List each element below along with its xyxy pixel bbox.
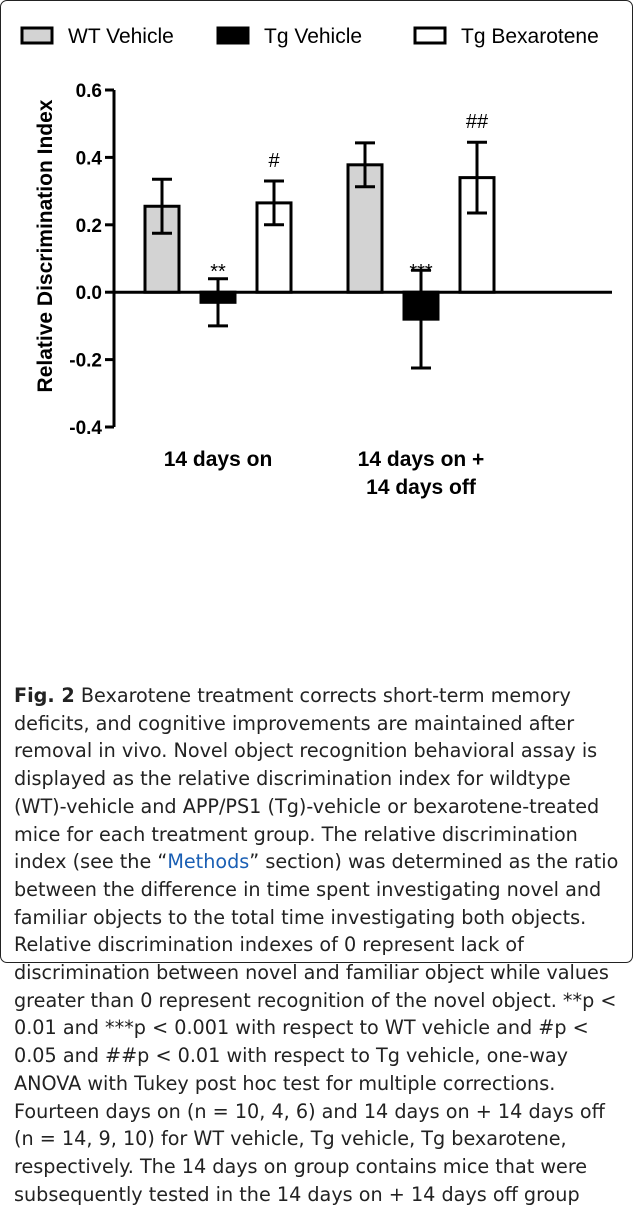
- significance-label: ***: [409, 261, 433, 283]
- figure-label: Fig. 2: [14, 684, 75, 707]
- significance-label: **: [210, 261, 226, 283]
- significance-label: #: [268, 150, 280, 172]
- legend-swatch: [216, 26, 250, 45]
- y-tick-label: 0.2: [76, 216, 102, 237]
- x-axis-labels: 14 days on 14 days on + 14 days off: [164, 448, 485, 499]
- bar-series: ** ***###: [143, 111, 496, 370]
- x-group-label: 14 days off: [366, 476, 477, 499]
- legend-swatch: [413, 26, 447, 45]
- y-tick-label: -0.2: [69, 351, 102, 372]
- y-axis-title: Relative Discrimination Index: [34, 99, 57, 392]
- figure-caption: Fig. 2 Bexarotene treatment corrects sho…: [14, 682, 620, 1208]
- y-tick-label: 0.4: [76, 148, 103, 169]
- legend-label: WT Vehicle: [68, 25, 174, 48]
- caption-text-2: ” section) was determined as the ratio b…: [14, 850, 619, 1206]
- chart-legend: WT Vehicle Tg Vehicle Tg Bexarotene: [20, 25, 599, 48]
- y-tick-label: 0.6: [76, 81, 102, 102]
- figure-frame: [0, 0, 633, 963]
- legend-swatch: [20, 26, 54, 45]
- x-group-label: 14 days on: [164, 448, 273, 471]
- y-tick-label: 0.0: [76, 283, 102, 304]
- caption-text-1: Bexarotene treatment corrects short-term…: [14, 684, 600, 874]
- bar-chart: WT Vehicle Tg Vehicle Tg Bexarotene -0.4 -0…: [20, 25, 612, 499]
- y-tick-label: -0.4: [69, 418, 102, 439]
- methods-link[interactable]: Methods: [167, 850, 250, 874]
- significance-label: ##: [466, 111, 489, 133]
- legend-label: Tg Bexarotene: [461, 25, 599, 48]
- x-group-label: 14 days on +: [358, 448, 485, 471]
- bar: [255, 201, 293, 294]
- legend-label: Tg Vehicle: [264, 25, 362, 48]
